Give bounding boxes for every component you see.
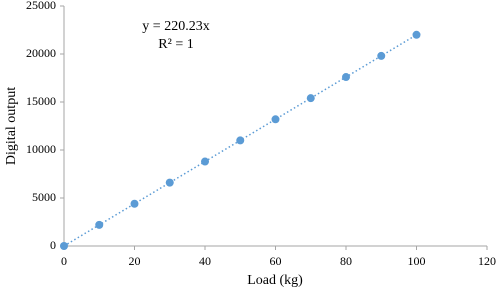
y-tick-label: 10000 bbox=[26, 142, 56, 156]
point bbox=[377, 51, 386, 60]
r-squared: R² = 1 bbox=[158, 37, 193, 52]
y-tick-label: 5000 bbox=[32, 190, 56, 204]
x-tick-label: 120 bbox=[478, 254, 496, 268]
point bbox=[412, 30, 421, 39]
y-tick-label: 15000 bbox=[26, 94, 56, 108]
x-tick-label: 0 bbox=[61, 254, 67, 268]
point bbox=[236, 136, 245, 145]
y-tick-label: 20000 bbox=[26, 46, 56, 60]
x-tick-label: 100 bbox=[408, 254, 426, 268]
point bbox=[201, 157, 209, 166]
point bbox=[130, 199, 139, 208]
x-axis-title: Load (kg) bbox=[247, 273, 303, 288]
x-tick-label: 80 bbox=[340, 254, 352, 268]
point bbox=[306, 94, 315, 103]
y-tick-label: 25000 bbox=[26, 0, 56, 12]
point bbox=[271, 115, 280, 124]
y-tick-label: 0 bbox=[50, 238, 56, 252]
equation: y = 220.23x bbox=[142, 19, 209, 34]
x-tick-label: 20 bbox=[129, 254, 141, 268]
point bbox=[165, 178, 174, 187]
x-tick-label: 40 bbox=[199, 254, 211, 268]
x-tick-label: 60 bbox=[270, 254, 282, 268]
point bbox=[60, 242, 68, 250]
point bbox=[95, 220, 104, 229]
y-axis-title: Digital output bbox=[4, 87, 19, 165]
point bbox=[342, 73, 350, 82]
